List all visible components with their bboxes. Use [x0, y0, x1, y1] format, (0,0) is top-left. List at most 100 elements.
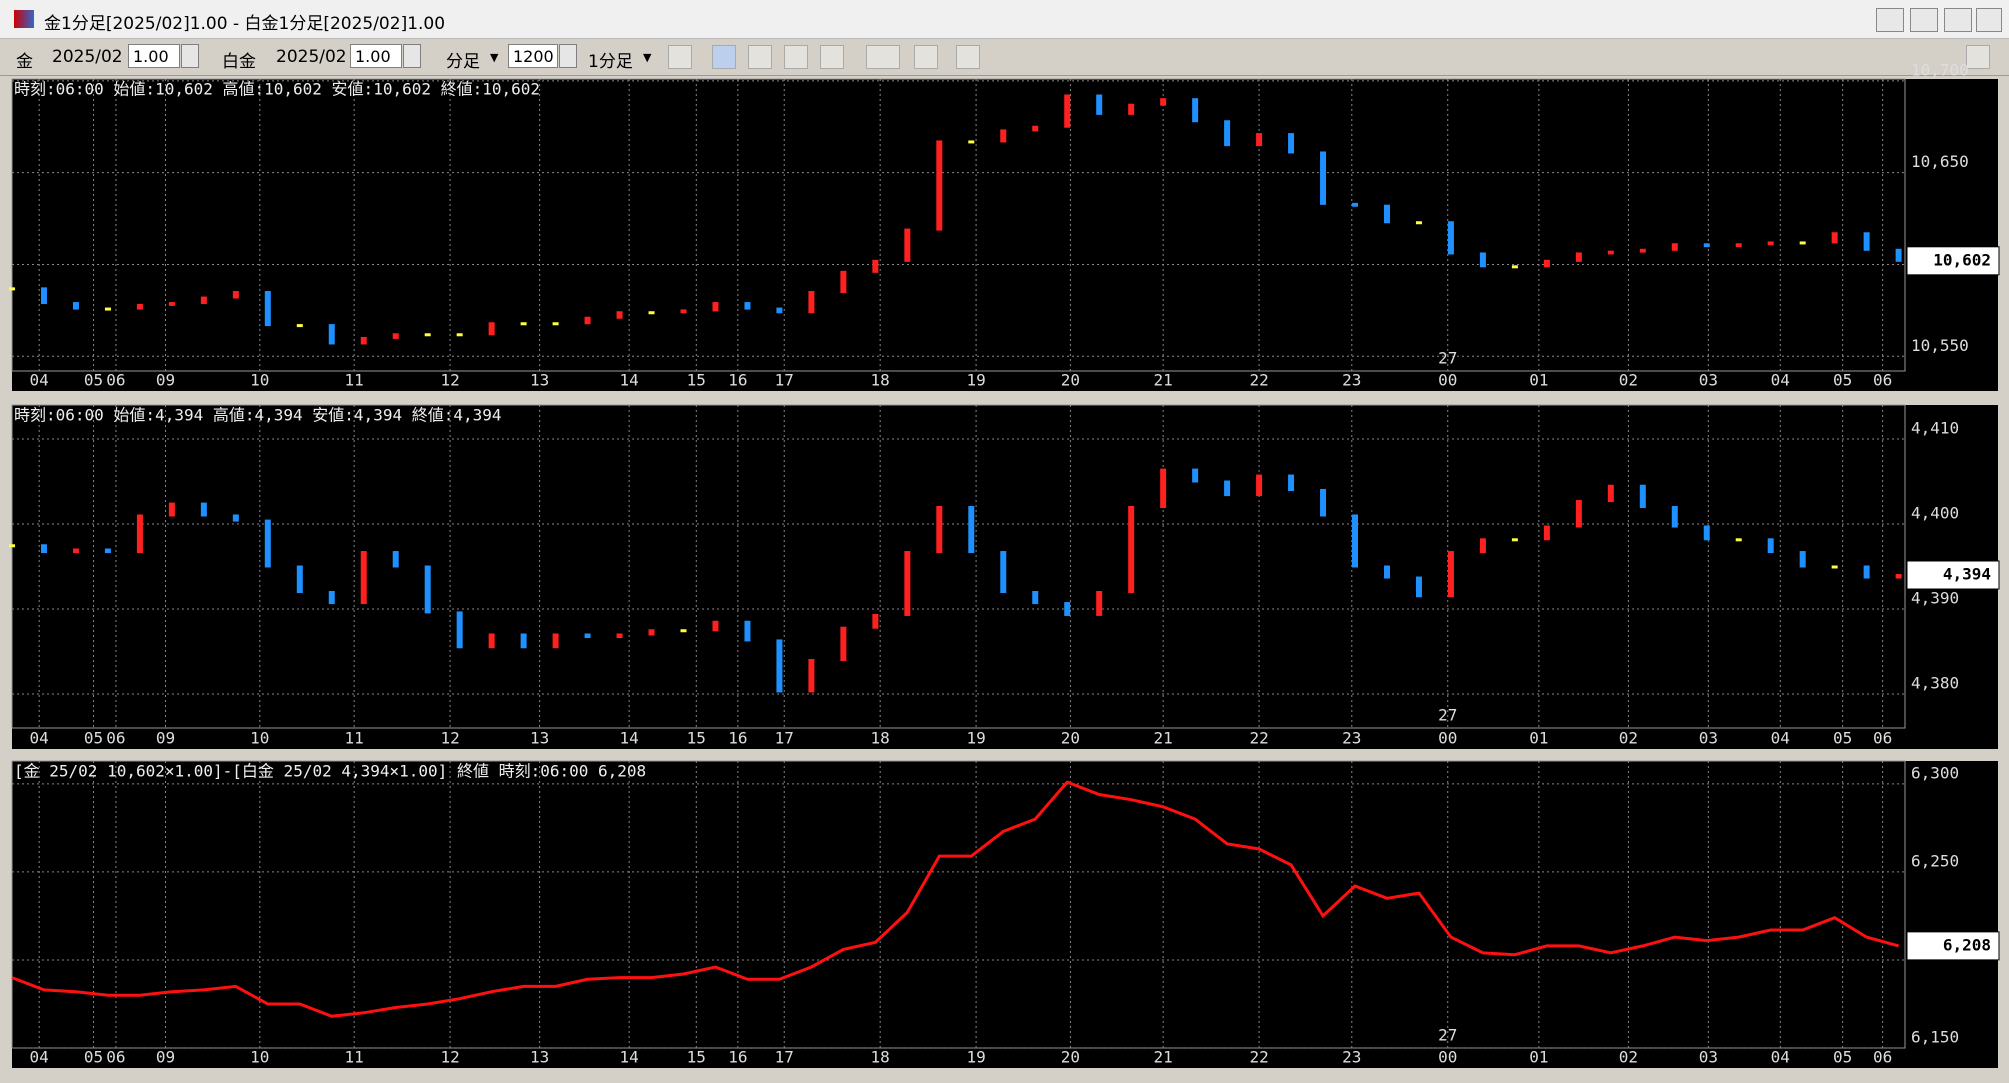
pane-background	[12, 79, 1998, 391]
price-bar	[1352, 514, 1359, 568]
price-bar	[1032, 591, 1039, 605]
price-bar	[488, 322, 495, 336]
x-tick-label: 06	[1873, 1048, 1892, 1067]
price-bar	[872, 259, 879, 273]
pane-header: 時刻:06:00 始値:4,394 高値:4,394 安値:4,394 終値:4…	[14, 406, 502, 425]
price-bar	[1352, 202, 1359, 207]
tool-button[interactable]	[668, 45, 692, 69]
x-tick-label: 12	[440, 1048, 459, 1067]
close-button[interactable]	[1976, 8, 2002, 32]
restore-button[interactable]	[1876, 8, 1904, 32]
dropdown-arrow[interactable]: ▼	[490, 51, 499, 64]
pane-header: 時刻:06:00 始値:10,602 高値:10,602 安値:10,602 終…	[14, 80, 540, 99]
x-tick-label: 19	[966, 729, 985, 748]
price-bar	[872, 613, 879, 629]
price-bar	[392, 333, 399, 339]
price-bar	[328, 324, 335, 345]
compare-tool[interactable]	[914, 45, 938, 69]
price-bar	[392, 551, 399, 568]
bar-unit-dropdown[interactable]: 分足	[446, 52, 480, 72]
x-tick-label: 09	[156, 729, 175, 748]
price-bar	[1160, 468, 1167, 508]
x-tick-label: 17	[775, 1048, 794, 1067]
month-label: 2025/02	[52, 47, 123, 67]
current-value-label: 4,394	[1943, 565, 1991, 584]
chart-type-tool[interactable]	[866, 45, 900, 69]
pane-background	[12, 761, 1998, 1068]
x-tick-label: 04	[1771, 1048, 1790, 1067]
price-bar	[520, 633, 527, 649]
price-bar	[1000, 129, 1007, 143]
bar-count-input[interactable]: 1200	[508, 44, 558, 68]
spinner[interactable]	[559, 44, 577, 68]
window-title: 金1分足[2025/02]1.00 - 白金1分足[2025/02]1.00	[44, 14, 446, 34]
price-bar	[328, 591, 335, 605]
plot-frame	[11, 404, 1906, 729]
price-bar	[808, 291, 815, 314]
maximize-button[interactable]	[1944, 8, 1972, 32]
price-bar	[680, 309, 687, 314]
x-tick-label: 13	[530, 729, 549, 748]
x-tick-label: 18	[871, 729, 890, 748]
price-bar	[1895, 574, 1902, 579]
x-tick-label: 20	[1061, 371, 1080, 390]
price-bar	[1607, 484, 1614, 503]
refresh-tool[interactable]	[956, 45, 980, 69]
price-bar	[1032, 125, 1039, 132]
x-tick-label: 21	[1154, 371, 1173, 390]
x-tick-label: 06	[106, 729, 125, 748]
price-bar	[616, 311, 623, 319]
x-tick-label: 04	[1771, 729, 1790, 748]
settings-tool[interactable]	[1966, 45, 1990, 69]
price-bar	[1511, 265, 1518, 269]
pen-tool[interactable]	[784, 45, 808, 69]
x-tick-label: 09	[156, 371, 175, 390]
period-dropdown[interactable]: 1分足	[588, 52, 633, 72]
x-tick-label: 10	[250, 371, 269, 390]
x-tick-label: 03	[1699, 729, 1718, 748]
multiplier-input[interactable]: 1.00	[128, 44, 180, 68]
price-bar	[712, 302, 719, 312]
price-bar	[1735, 243, 1742, 248]
price-bar	[1639, 484, 1646, 508]
price-bar	[456, 611, 463, 649]
price-bar	[840, 626, 847, 661]
price-bar	[904, 551, 911, 616]
price-bar	[40, 544, 47, 554]
y-tick-label: 6,150	[1911, 1028, 1959, 1047]
multiplier-input[interactable]: 1.00	[350, 44, 402, 68]
price-bar	[1383, 204, 1390, 224]
minimize-button[interactable]	[1910, 8, 1938, 32]
x-tick-label: 02	[1619, 729, 1638, 748]
y-tick-label: 4,400	[1911, 504, 1959, 523]
spinner[interactable]	[403, 44, 421, 68]
x-tick-label: 06	[106, 371, 125, 390]
price-bar	[840, 270, 847, 294]
price-bar	[1064, 602, 1071, 616]
price-bar	[1096, 591, 1103, 616]
price-bar	[968, 506, 975, 554]
spinner[interactable]	[181, 44, 199, 68]
price-bar	[1288, 474, 1295, 491]
pointer-tool[interactable]	[712, 45, 736, 69]
price-bar	[1863, 232, 1870, 251]
x-tick-label: 22	[1249, 371, 1268, 390]
price-bar	[808, 659, 815, 693]
price-bar	[104, 548, 111, 554]
x-tick-label: 06	[106, 1048, 125, 1067]
price-bar	[1160, 98, 1167, 106]
dropdown-arrow[interactable]: ▼	[643, 51, 652, 64]
price-bar	[1064, 94, 1071, 128]
x-tick-label: 18	[871, 1048, 890, 1067]
price-bar	[936, 506, 943, 554]
price-bar	[9, 544, 15, 548]
y-tick-label: 4,380	[1911, 674, 1959, 693]
app-icon	[14, 10, 34, 28]
price-bar	[1863, 565, 1870, 579]
draw-tool[interactable]	[820, 45, 844, 69]
hand-tool[interactable]	[748, 45, 772, 69]
price-bar	[40, 287, 47, 305]
price-bar	[1479, 538, 1486, 554]
price-bar	[1128, 103, 1135, 115]
